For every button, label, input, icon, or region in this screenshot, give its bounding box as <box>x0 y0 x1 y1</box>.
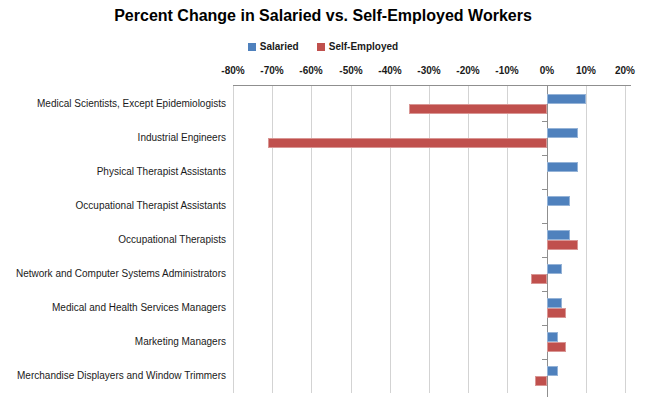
gridline <box>272 86 273 393</box>
x-tick-label: 0% <box>527 65 567 76</box>
gridline <box>625 86 626 393</box>
bar-salaried-5 <box>547 264 562 274</box>
category-tick-mark <box>542 155 547 156</box>
bar-self-employed-4 <box>547 240 578 250</box>
gridline <box>351 86 352 393</box>
bar-self-employed-1 <box>268 138 547 148</box>
category-tick-mark <box>542 257 547 258</box>
category-tick-mark <box>542 291 547 292</box>
bar-salaried-1 <box>547 128 578 138</box>
x-tick-label: 20% <box>605 65 645 76</box>
x-tick-label: -50% <box>331 65 371 76</box>
bar-self-employed-5 <box>531 274 547 284</box>
gridline <box>507 86 508 393</box>
bar-salaried-7 <box>547 332 558 342</box>
bar-self-employed-6 <box>547 308 566 318</box>
category-tick-mark <box>542 121 547 122</box>
chart-title: Percent Change in Salaried vs. Self-Empl… <box>0 7 646 25</box>
category-tick-mark <box>542 223 547 224</box>
x-tick-label: -40% <box>370 65 410 76</box>
legend: Salaried Self-Employed <box>0 41 646 52</box>
bar-self-employed-8 <box>535 376 547 386</box>
gridline <box>233 86 234 393</box>
x-tick-label: -70% <box>252 65 292 76</box>
x-tick-label: -10% <box>487 65 527 76</box>
legend-label-self-employed: Self-Employed <box>329 41 398 52</box>
gridline <box>429 86 430 393</box>
legend-swatch-self-employed-icon <box>317 43 325 51</box>
gridline <box>390 86 391 393</box>
category-label: Industrial Engineers <box>0 121 226 155</box>
bar-salaried-8 <box>547 366 558 376</box>
x-tick-label: 10% <box>566 65 606 76</box>
x-tick-label: -20% <box>448 65 488 76</box>
bar-salaried-2 <box>547 162 578 172</box>
bar-salaried-6 <box>547 298 562 308</box>
bar-salaried-3 <box>547 196 570 206</box>
x-tick-label: -60% <box>291 65 331 76</box>
gridline <box>311 86 312 393</box>
gridline <box>586 86 587 393</box>
category-label: Merchandise Displayers and Window Trimme… <box>0 359 226 393</box>
x-tick-label: -30% <box>409 65 449 76</box>
category-tick-mark <box>542 359 547 360</box>
bar-salaried-0 <box>547 94 586 104</box>
bar-salaried-4 <box>547 230 570 240</box>
bar-self-employed-0 <box>409 104 547 114</box>
category-label: Marketing Managers <box>0 325 226 359</box>
legend-swatch-salaried-icon <box>248 43 256 51</box>
bar-self-employed-7 <box>547 342 566 352</box>
legend-label-salaried: Salaried <box>260 41 299 52</box>
category-label: Occupational Therapist Assistants <box>0 189 226 223</box>
category-label: Medical and Health Services Managers <box>0 291 226 325</box>
category-label: Medical Scientists, Except Epidemiologis… <box>0 87 226 121</box>
x-axis-line <box>233 85 631 86</box>
gridline <box>468 86 469 393</box>
category-label: Occupational Therapists <box>0 223 226 257</box>
category-label: Physical Therapist Assistants <box>0 155 226 189</box>
bar-chart: Percent Change in Salaried vs. Self-Empl… <box>0 0 646 406</box>
x-tick-label: -80% <box>213 65 253 76</box>
legend-item-self-employed: Self-Employed <box>317 41 398 52</box>
category-label: Network and Computer Systems Administrat… <box>0 257 226 291</box>
legend-item-salaried: Salaried <box>248 41 299 52</box>
category-tick-mark <box>542 325 547 326</box>
category-tick-mark <box>542 189 547 190</box>
